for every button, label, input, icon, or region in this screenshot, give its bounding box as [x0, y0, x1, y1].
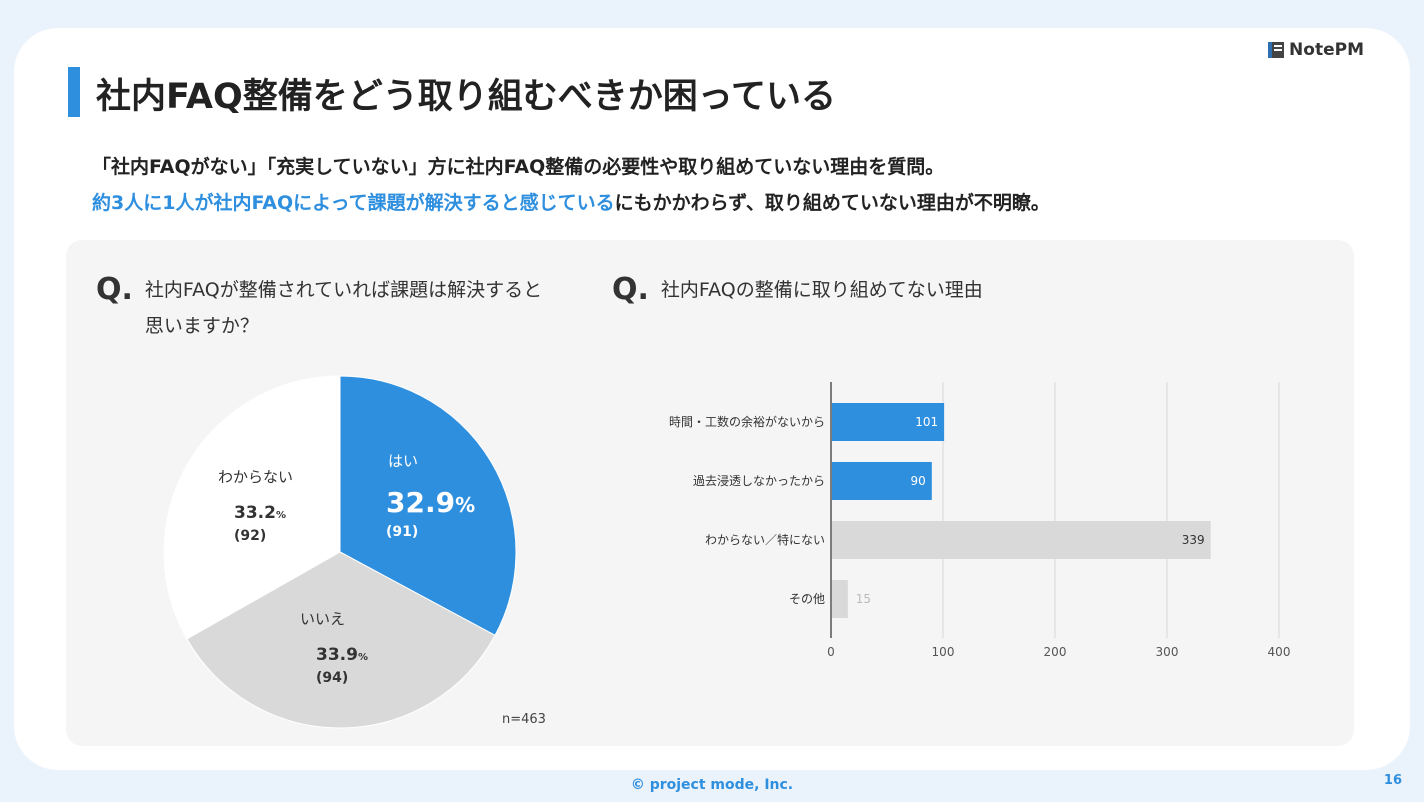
bar-0: [832, 403, 945, 441]
question-1: Q. 社内FAQが整備されていれば課題は解決すると思いますか？: [96, 272, 556, 344]
pie-percent-unit-2: %: [276, 510, 286, 521]
question-2-text: 社内FAQの整備に取り組めてない理由: [660, 279, 983, 301]
x-tick-label-300: 300: [1156, 645, 1179, 659]
pie-count-0: (91): [386, 524, 418, 540]
x-tick-label-200: 200: [1044, 645, 1067, 659]
description-rest: にもかかわらず、取り組めていない理由が不明瞭。: [614, 192, 1050, 214]
x-tick-label-0: 0: [827, 645, 835, 659]
bar-category-label-0: 時間・工数の余裕がないから: [669, 414, 825, 429]
description-line-1: 「社内FAQがない」「充実していない」方に社内FAQ整備の必要性や取り組めていな…: [92, 156, 945, 178]
bar-3: [832, 580, 848, 618]
logo-text: NotePM: [1289, 40, 1364, 60]
pie-percent-unit-0: %: [455, 493, 475, 517]
title-accent-bar: [68, 67, 80, 117]
pie-label-2: わからない: [218, 468, 293, 486]
description-highlight: 約3人に1人が社内FAQによって課題が解決すると感じている: [92, 192, 615, 214]
bar-2: [832, 521, 1211, 559]
pie-slice-1: [186, 551, 496, 729]
sample-size-label: n=463: [502, 712, 546, 727]
bar-value-label-2: 339: [1182, 533, 1205, 547]
pie-count-2: (92): [234, 528, 266, 544]
pie-percent-1: 33.9%: [316, 645, 368, 665]
pie-slice-2: [163, 375, 341, 640]
bar-category-label-3: その他: [789, 592, 825, 606]
x-tick-label-100: 100: [932, 645, 955, 659]
bar-value-label-3: 15: [856, 592, 871, 606]
description-line-2: 約3人に1人が社内FAQによって課題が解決すると感じているにもかかわらず、取り組…: [92, 188, 1050, 215]
bar-chart: 0 100 200 300 400 時間・工数の余裕がないから 101 過去浸透しなかったから…: [669, 382, 1291, 659]
pie-slice-0: [339, 375, 517, 637]
bar-category-label-1: 過去浸透しなかったから: [693, 474, 825, 488]
pie-label-0: はい: [388, 452, 418, 470]
page-title: 社内FAQ整備をどう取り組むべきか困っている: [96, 77, 836, 117]
pie-label-1: いいえ: [300, 610, 345, 628]
question-1-text: 社内FAQが整備されていれば課題は解決すると思いますか？: [144, 279, 543, 337]
pie-percent-2: 33.2%: [234, 503, 286, 523]
bar-value-label-1: 90: [911, 474, 926, 488]
question-2-mark: Q.: [612, 272, 649, 307]
notepm-logo: NotePM: [1267, 40, 1364, 60]
bar-value-label-0: 101: [915, 415, 938, 429]
page-number: 16: [1383, 773, 1402, 788]
pie-percent-unit-1: %: [358, 652, 368, 663]
question-1-mark: Q.: [96, 272, 133, 307]
copyright-footer: © project mode, Inc.: [630, 777, 794, 793]
x-tick-label-400: 400: [1268, 645, 1291, 659]
notepm-logo-icon: [1268, 42, 1285, 58]
question-2: Q. 社内FAQの整備に取り組めてない理由: [612, 272, 1312, 308]
pie-count-1: (94): [316, 670, 348, 686]
bar-category-label-2: わからない／特にない: [705, 532, 825, 547]
bar-1: [832, 462, 932, 500]
